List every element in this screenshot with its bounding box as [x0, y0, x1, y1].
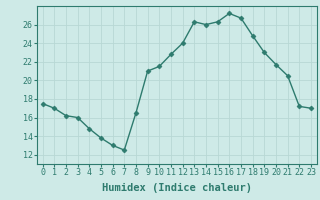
X-axis label: Humidex (Indice chaleur): Humidex (Indice chaleur) — [102, 183, 252, 193]
